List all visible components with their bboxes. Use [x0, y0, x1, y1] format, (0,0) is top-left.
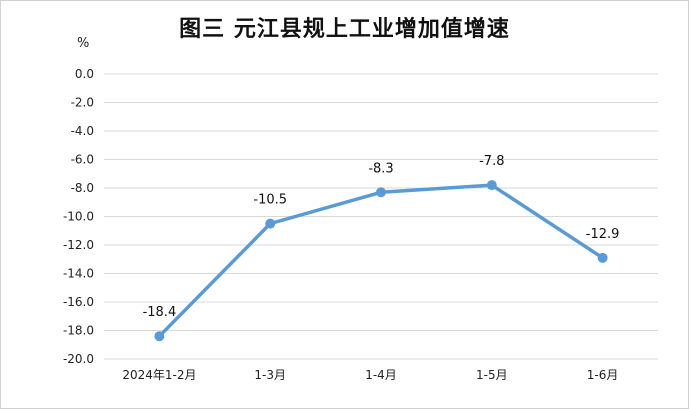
x-tick-label: 1-5月	[476, 368, 508, 382]
y-tick-label: -10.0	[63, 210, 94, 224]
y-tick-label: -2.0	[71, 96, 94, 110]
y-tick-label: -6.0	[71, 153, 94, 167]
data-label: -8.3	[368, 161, 393, 176]
y-tick-label: -16.0	[63, 295, 94, 309]
x-tick-label: 1-6月	[587, 368, 619, 382]
y-tick-label: -20.0	[63, 352, 94, 366]
x-tick-label: 2024年1-2月	[122, 368, 196, 382]
data-point	[154, 331, 165, 342]
data-point	[376, 187, 386, 198]
data-label: -12.9	[586, 227, 620, 242]
series-line	[157, 183, 605, 338]
data-point	[265, 218, 276, 229]
data-point	[486, 180, 497, 191]
x-tick-label: 1-3月	[254, 368, 286, 382]
chart-title: 图三 元江县规上工业增加值增速	[179, 17, 510, 42]
data-point	[597, 252, 608, 263]
data-label: -10.5	[253, 193, 287, 208]
y-tick-label: -12.0	[63, 238, 94, 252]
y-tick-label: -14.0	[63, 267, 94, 281]
y-tick-label: -4.0	[71, 124, 94, 138]
x-tick-label: 1-4月	[365, 368, 397, 382]
y-axis-unit-label: %	[77, 36, 90, 51]
y-tick-label: -8.0	[71, 181, 94, 195]
data-label: -18.4	[143, 305, 177, 320]
data-label: -7.8	[479, 154, 504, 169]
y-tick-label: 0.0	[75, 67, 94, 81]
y-tick-label: -18.0	[63, 324, 94, 338]
